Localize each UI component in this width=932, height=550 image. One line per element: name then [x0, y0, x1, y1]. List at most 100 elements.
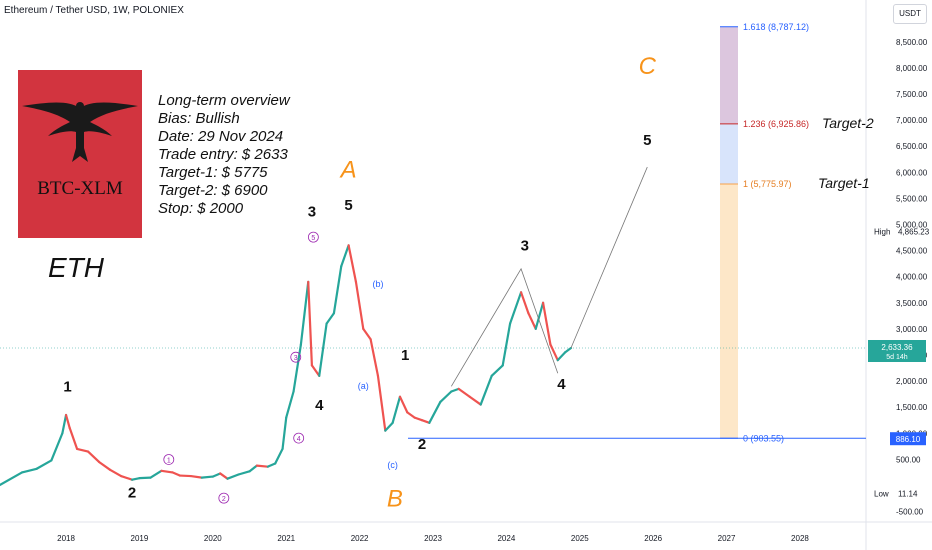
price-segment [318, 322, 328, 377]
price-segment [189, 474, 203, 479]
price-segment [527, 312, 537, 330]
wave-label-minor: 2 [222, 496, 226, 503]
wave-label: 2 [128, 484, 136, 501]
wave-label-minor: 3 [294, 355, 298, 362]
x-tick-label: 2020 [204, 534, 222, 543]
price-segment [119, 474, 134, 481]
price-segment [281, 416, 288, 451]
price-segment [266, 462, 277, 468]
x-tick-label: 2024 [497, 534, 515, 543]
y-tick-label: 1,500.00 [896, 403, 928, 412]
eagle-icon [22, 102, 138, 162]
trade-notes: Long-term overview Bias: Bullish Date: 2… [158, 92, 290, 218]
currency-selector[interactable]: USDT [893, 4, 927, 24]
wave-label: 4 [315, 397, 324, 414]
price-segment [541, 301, 552, 346]
wave-label-major: A [339, 156, 357, 183]
wave-label-major: C [639, 53, 657, 80]
price-segment [86, 450, 101, 464]
wave-label-minor: 5 [311, 235, 315, 242]
y-tick-label: 7,000.00 [896, 116, 928, 125]
price-segment [428, 400, 442, 424]
wave-label-minor: (c) [387, 460, 398, 470]
price-segment [211, 472, 222, 478]
x-tick-label: 2028 [791, 534, 809, 543]
low-label: Low [874, 489, 889, 498]
symbol-label: ETH [48, 252, 104, 283]
wave-label-minor: (b) [372, 279, 383, 289]
wave-label-minor: 4 [297, 436, 301, 443]
level-price-value: 886.10 [896, 435, 921, 444]
x-tick-label: 2021 [277, 534, 295, 543]
price-segment [413, 416, 424, 422]
wave-label: 5 [643, 132, 651, 149]
wave-label: 5 [344, 197, 352, 214]
author-logo: BTC-XLM [18, 70, 142, 238]
price-segment [274, 447, 284, 465]
price-segment [556, 351, 567, 362]
price-segment [160, 469, 174, 474]
price-segment [178, 474, 192, 478]
x-tick-label: 2027 [718, 534, 736, 543]
high-label: High [874, 227, 890, 236]
price-segment [35, 459, 53, 470]
fib-zone [720, 123, 738, 184]
y-tick-label: 5,500.00 [896, 194, 928, 203]
price-segment [362, 327, 372, 341]
price-segment [307, 280, 314, 367]
price-segment [391, 395, 402, 424]
price-segment [439, 390, 453, 404]
note-line: Stop: $ 2000 [158, 200, 244, 217]
x-tick-label: 2026 [644, 534, 662, 543]
zigzag-line [451, 267, 559, 387]
target-label: Target-2 [822, 115, 874, 131]
y-tick-label: -500.00 [896, 508, 924, 517]
price-segment [398, 395, 409, 414]
price-segment [226, 473, 240, 480]
wave-label: 2 [418, 436, 426, 453]
y-tick-label: 3,000.00 [896, 325, 928, 334]
price-segment [369, 338, 380, 377]
x-tick-label: 2019 [131, 534, 149, 543]
price-segment [64, 413, 71, 430]
price-segment [384, 421, 394, 432]
y-tick-label: 500.00 [896, 455, 921, 464]
note-line: Date: 29 Nov 2024 [158, 128, 284, 145]
price-segment [200, 475, 214, 479]
x-tick-label: 2023 [424, 534, 442, 543]
low-value: 11.14 [898, 489, 918, 498]
y-tick-label: 8,000.00 [896, 64, 928, 73]
target-label: Target-1 [818, 175, 870, 191]
price-segment [479, 374, 493, 406]
wave-label-minor: 1 [167, 457, 171, 464]
price-segment [354, 280, 365, 330]
current-price-countdown: 5d 14h [886, 354, 908, 361]
price-segment [108, 468, 123, 478]
x-tick-label: 2022 [351, 534, 369, 543]
wave-circle [218, 492, 230, 504]
current-price-tag [868, 339, 926, 362]
price-segment [340, 244, 350, 268]
y-tick-label: 7,500.00 [896, 90, 928, 99]
y-tick-label: 6,000.00 [896, 168, 928, 177]
x-tick-label: 2025 [571, 534, 589, 543]
note-line: Long-term overview [158, 92, 290, 109]
price-segment [310, 364, 321, 377]
price-segment [534, 301, 545, 330]
y-tick-label: 5,000.00 [896, 220, 928, 229]
fib-label: 1.618 (8,787.12) [743, 22, 809, 32]
price-segment [299, 280, 310, 346]
note-line: Bias: Bullish [158, 110, 240, 127]
price-segment [97, 460, 112, 471]
y-tick-label: 2,000.00 [896, 377, 928, 386]
wave-label: 3 [308, 204, 316, 221]
wave-label: 3 [521, 238, 529, 255]
wave-label-major: B [387, 485, 403, 512]
projection-line [570, 166, 648, 349]
price-segment [420, 419, 431, 424]
wave-circle [163, 454, 175, 465]
fib-label: 1 (5,775.97) [743, 179, 792, 189]
price-segment [219, 472, 229, 480]
